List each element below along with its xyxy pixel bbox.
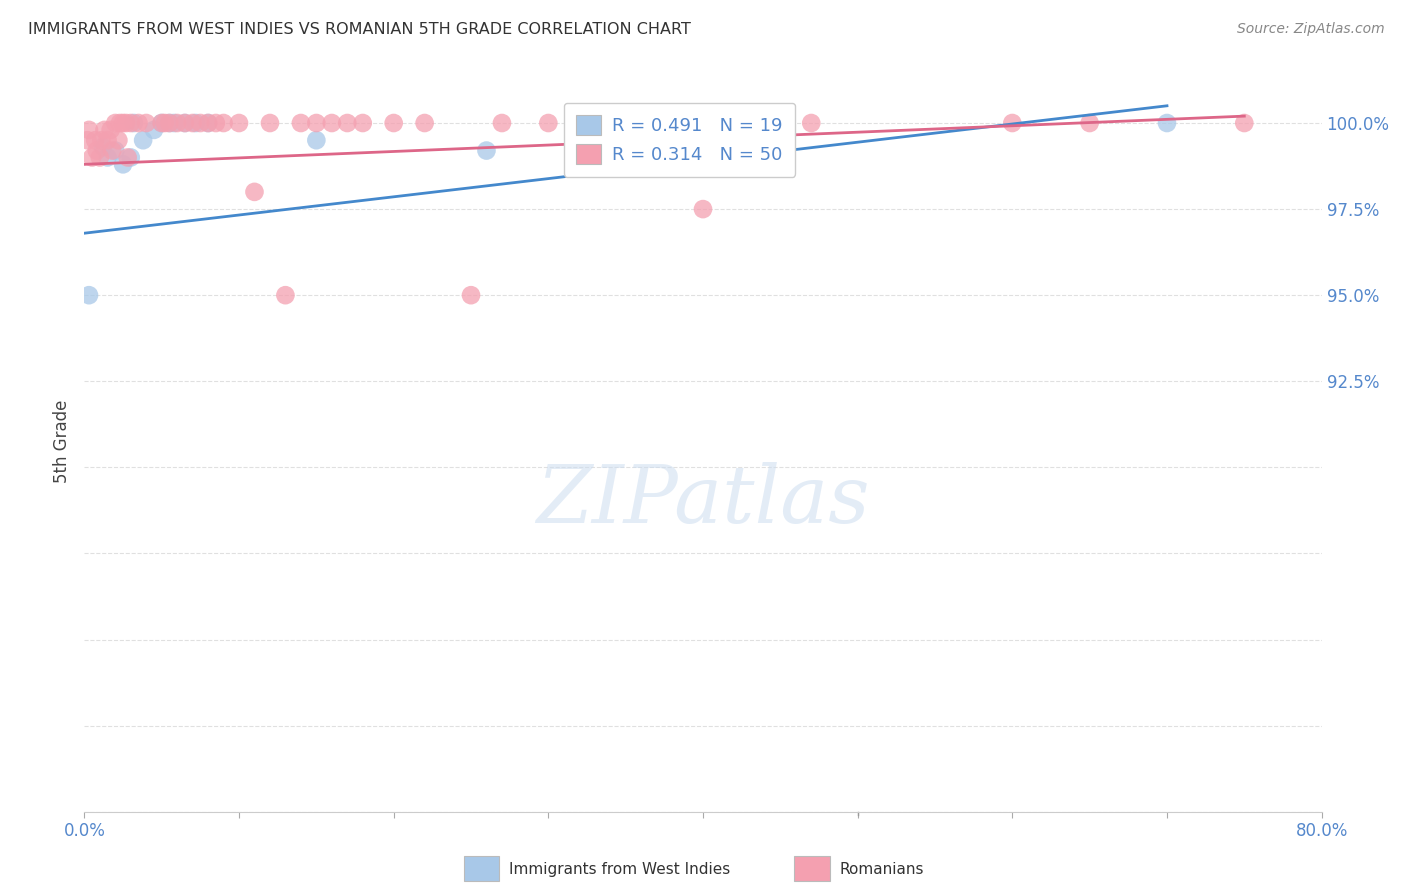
Point [163,116,186,130]
Point [90,133,112,147]
Point [100,123,122,137]
Point [77,288,100,302]
Point [1156,116,1178,130]
Point [336,116,359,130]
Point [800,116,823,130]
Point [159,116,181,130]
Point [82,151,104,165]
Point [491,116,513,130]
Point [181,116,204,130]
Point [112,116,135,130]
Point [104,116,127,130]
Point [413,116,436,130]
Point [93,123,115,137]
Point [305,133,328,147]
Point [188,116,212,130]
Point [1001,116,1024,130]
Point [159,116,181,130]
Point [117,151,139,165]
Point [120,151,142,165]
Point [537,116,560,130]
Point [97,151,120,165]
Text: IMMIGRANTS FROM WEST INDIES VS ROMANIAN 5TH GRADE CORRELATION CHART: IMMIGRANTS FROM WEST INDIES VS ROMANIAN … [28,22,690,37]
Point [475,144,498,158]
Text: Romanians: Romanians [839,863,924,877]
Point [174,116,197,130]
Point [135,116,157,130]
Point [107,133,129,147]
Point [645,116,668,130]
Point [122,116,145,130]
Point [84,133,107,147]
Point [76,133,98,147]
Point [101,144,124,158]
Point [91,140,114,154]
Point [89,151,111,165]
Point [205,116,228,130]
Point [228,116,250,130]
Text: Source: ZipAtlas.com: Source: ZipAtlas.com [1237,22,1385,37]
Point [143,123,166,137]
Point [104,144,127,158]
Point [1233,116,1256,130]
Point [212,116,235,130]
Point [132,133,155,147]
Point [166,116,188,130]
Point [614,116,637,130]
Point [108,116,131,130]
Point [150,116,173,130]
Point [243,185,266,199]
Point [290,116,312,130]
Point [115,116,138,130]
Point [259,116,281,130]
Point [321,116,343,130]
Point [153,116,176,130]
Point [97,133,120,147]
Point [1078,116,1101,130]
Point [128,116,150,130]
Y-axis label: 5th Grade: 5th Grade [53,400,72,483]
Point [77,123,100,137]
Point [305,116,328,130]
Text: ZIPatlas: ZIPatlas [536,462,870,540]
Point [352,116,374,130]
Point [197,116,219,130]
Legend: R = 0.491   N = 19, R = 0.314   N = 50: R = 0.491 N = 19, R = 0.314 N = 50 [564,103,796,177]
Point [197,116,219,130]
Point [692,202,714,216]
Point [382,116,405,130]
Point [274,288,297,302]
Point [460,288,482,302]
Point [150,116,173,130]
Text: Immigrants from West Indies: Immigrants from West Indies [509,863,730,877]
Point [112,157,135,171]
Point [174,116,197,130]
Point [120,116,142,130]
Point [184,116,207,130]
Point [86,144,108,158]
